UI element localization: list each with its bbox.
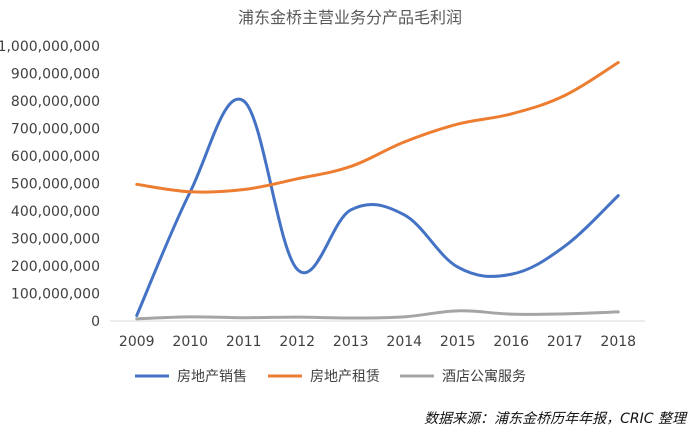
series-layer <box>135 61 620 321</box>
chart-title: 浦东金桥主营业务分产品毛利润 <box>237 8 462 27</box>
series-line-2 <box>135 309 620 321</box>
y-tick-label: 500,000,000 <box>11 177 100 193</box>
legend: 房地产销售 房地产租赁 酒店公寓服务 <box>135 368 526 385</box>
y-tick-label: 200,000,000 <box>11 259 100 275</box>
y-tick-label: 900,000,000 <box>11 67 100 83</box>
y-tick-label: 100,000,000 <box>11 287 100 303</box>
x-tick-label: 2012 <box>279 334 315 350</box>
y-tick-label: 600,000,000 <box>11 149 100 165</box>
y-tick-label: 400,000,000 <box>11 204 100 220</box>
source-note: 数据来源：浦东金桥历年年报，CRIC 整理 <box>424 411 686 427</box>
x-axis: 2009 2010 2011 2012 2013 2014 2015 2016 2017 2018 <box>110 320 645 350</box>
x-tick-label: 2017 <box>547 334 583 350</box>
series-line-0 <box>135 97 620 317</box>
y-axis: 0 100,000,000 200,000,000 300,000,000 400,00… <box>0 39 100 330</box>
legend-label: 房地产租赁 <box>310 369 380 385</box>
x-tick-label: 2011 <box>226 334 262 350</box>
series-line-1 <box>135 61 620 194</box>
y-tick-label: 800,000,000 <box>11 94 100 110</box>
y-tick-label: 300,000,000 <box>11 232 100 248</box>
x-tick-label: 2010 <box>172 334 208 350</box>
y-tick-label: 700,000,000 <box>11 122 100 138</box>
x-tick-label: 2014 <box>386 334 422 350</box>
x-tick-label: 2016 <box>493 334 529 350</box>
x-tick-label: 2015 <box>440 334 476 350</box>
x-tick-label: 2009 <box>119 334 155 350</box>
legend-label: 酒店公寓服务 <box>442 368 526 385</box>
y-tick-label: 0 <box>91 314 100 330</box>
y-tick-label: 1,000,000,000 <box>0 39 100 55</box>
x-tick-label: 2018 <box>600 334 636 350</box>
legend-label: 房地产销售 <box>177 369 247 385</box>
x-tick-label: 2013 <box>333 334 369 350</box>
